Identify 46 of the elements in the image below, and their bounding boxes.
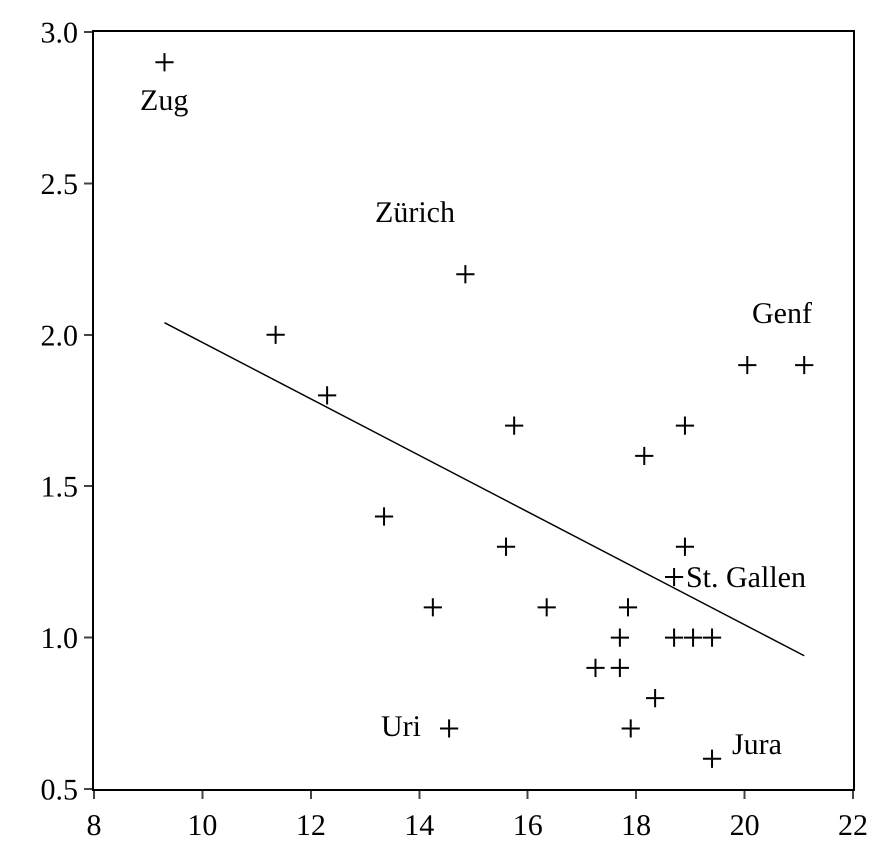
- x-tick-label: 18: [621, 809, 652, 842]
- point: [634, 446, 654, 466]
- x-tick-label: 8: [86, 809, 102, 842]
- x-tick-label: 16: [512, 809, 543, 842]
- y-tick-label: 2.0: [40, 319, 78, 352]
- annotation: Genf: [752, 297, 812, 330]
- point: [266, 324, 286, 345]
- y-tick-label: 0.5: [40, 774, 78, 806]
- point: [610, 658, 630, 678]
- point: [664, 628, 684, 648]
- point: [154, 52, 175, 72]
- y-tick-label: 1.5: [40, 470, 78, 504]
- point: [618, 597, 638, 618]
- x-tick-label: 22: [838, 809, 868, 842]
- point: [585, 658, 606, 678]
- point: [702, 748, 722, 769]
- annotation: Jura: [732, 728, 782, 761]
- y-tick-label: 3.0: [40, 16, 78, 50]
- annotation: Zug: [140, 84, 188, 117]
- y-tick-label: 1.0: [40, 622, 78, 656]
- annotation: St. Gallen: [686, 561, 806, 594]
- annotation: Uri: [381, 710, 421, 743]
- point: [455, 264, 476, 284]
- point: [317, 385, 338, 406]
- point: [422, 597, 443, 618]
- x-tick-label: 14: [404, 809, 434, 842]
- point: [504, 416, 524, 436]
- annotation: Zürich: [375, 196, 455, 229]
- point: [645, 688, 666, 708]
- point: [439, 718, 460, 739]
- point: [674, 536, 696, 557]
- point: [702, 628, 722, 648]
- point: [737, 354, 758, 376]
- point: [620, 718, 641, 739]
- point: [664, 566, 684, 588]
- point: [374, 506, 394, 527]
- x-tick-label: 10: [187, 809, 218, 842]
- x-tick-label: 12: [296, 809, 326, 842]
- point: [496, 536, 516, 557]
- point: [674, 416, 696, 436]
- point: [794, 354, 814, 376]
- x-tick-label: 20: [730, 809, 760, 842]
- point: [536, 597, 557, 618]
- y-tick-label: 2.5: [40, 168, 78, 201]
- point: [610, 628, 630, 648]
- point: [682, 628, 704, 648]
